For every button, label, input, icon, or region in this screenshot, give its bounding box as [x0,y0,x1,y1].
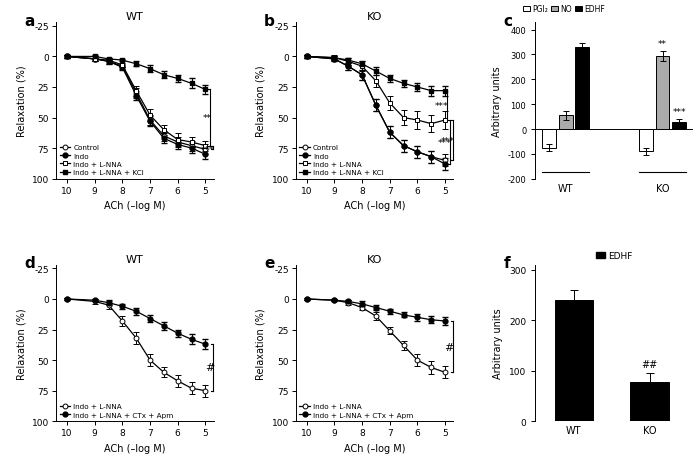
X-axis label: ACh (–log M): ACh (–log M) [344,443,405,453]
Text: ***: *** [438,138,452,147]
Text: e: e [264,256,274,271]
Y-axis label: Arbitrary units: Arbitrary units [494,308,503,378]
Y-axis label: Relaxation (%): Relaxation (%) [256,307,266,379]
Text: ##: ## [641,359,658,369]
Text: ***: *** [435,101,449,111]
Bar [672,122,686,130]
Bar [639,130,653,152]
Text: **: ** [203,114,211,123]
Text: ***: *** [673,108,686,117]
Legend: Control, Indo, Indo + L-NNA, Indo + L-NNA + KCl: Control, Indo, Indo + L-NNA, Indo + L-NN… [60,145,144,175]
Text: d: d [25,256,35,271]
Text: #: # [205,363,214,373]
Bar [542,130,556,148]
X-axis label: ACh (–log M): ACh (–log M) [344,201,405,211]
Bar [554,300,593,421]
Bar [575,48,589,130]
X-axis label: ACh (–log M): ACh (–log M) [104,201,166,211]
Text: b: b [264,14,275,29]
Y-axis label: Relaxation (%): Relaxation (%) [256,65,266,137]
Title: KO: KO [367,255,382,264]
Bar [656,56,669,130]
Title: WT: WT [126,255,144,264]
Bar [559,116,573,130]
Text: ***: *** [201,146,214,155]
Text: #: # [444,342,454,352]
Legend: Control, Indo, Indo + L-NNA, Indo + L-NNA + KCl: Control, Indo, Indo + L-NNA, Indo + L-NN… [300,145,384,175]
Title: WT: WT [126,13,144,22]
Y-axis label: Relaxation (%): Relaxation (%) [16,65,27,137]
X-axis label: ACh (–log M): ACh (–log M) [104,443,166,453]
Text: c: c [504,14,513,29]
Text: **: ** [658,40,667,49]
Legend: Indo + L-NNA, Indo + L-NNA + CTx + Apm: Indo + L-NNA, Indo + L-NNA + CTx + Apm [60,403,174,418]
Legend: PGI₂, NO, EDHF: PGI₂, NO, EDHF [520,2,608,17]
Text: ***: *** [441,137,454,145]
Legend: Indo + L-NNA, Indo + L-NNA + CTx + Apm: Indo + L-NNA, Indo + L-NNA + CTx + Apm [300,403,413,418]
Text: f: f [504,256,510,271]
Title: KO: KO [367,13,382,22]
Y-axis label: Relaxation (%): Relaxation (%) [16,307,27,379]
Bar [630,382,668,421]
Legend: EDHF: EDHF [592,248,636,264]
Y-axis label: Arbitrary units: Arbitrary units [492,66,502,137]
Text: a: a [25,14,35,29]
